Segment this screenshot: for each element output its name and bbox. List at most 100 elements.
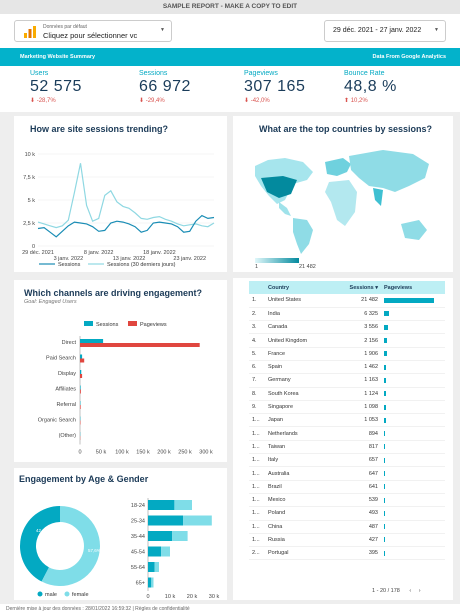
table-row[interactable]: 1... Poland 493 <box>249 506 445 521</box>
kpi-pageviews[interactable]: Pageviews 307 165 ⬇ -42,0% <box>244 70 305 104</box>
row-pageviews <box>381 373 445 388</box>
kpi-label: Users <box>30 70 49 77</box>
bar-sessions[interactable] <box>80 385 81 390</box>
kpi-bounce-rate[interactable]: Bounce Rate 48,8 % ⬆ 10,2% <box>344 70 397 104</box>
table-row[interactable]: 5. France 1 906 <box>249 347 445 361</box>
donut-slice-male[interactable] <box>19 506 60 582</box>
table-row[interactable]: 3. Canada 3 556 <box>249 320 445 335</box>
bar-pageviews[interactable] <box>80 358 85 363</box>
row-country: Japan <box>265 413 335 428</box>
prev-page-icon[interactable]: ‹ <box>409 588 412 594</box>
table-row[interactable]: 1... Australia 647 <box>249 466 445 481</box>
bar-sessions[interactable] <box>80 370 82 374</box>
bar-male[interactable] <box>148 531 173 541</box>
age-label: 25-34 <box>131 519 145 525</box>
row-country: Canada <box>265 320 335 335</box>
kpi-value: 307 165 <box>244 78 306 95</box>
table-row[interactable]: 8. South Korea 1 124 <box>249 387 445 401</box>
table-row[interactable]: 1... Italy 657 <box>249 453 445 468</box>
table-row[interactable]: 1... Mexico 539 <box>249 493 445 508</box>
africa[interactable] <box>325 180 357 226</box>
row-country: South Korea <box>265 387 335 401</box>
asia[interactable] <box>349 150 429 192</box>
table-row[interactable]: 7. Germany 1 163 <box>249 373 445 388</box>
bar-pageviews[interactable] <box>80 374 83 378</box>
column-sessions[interactable]: Sessions ▾ <box>335 281 381 294</box>
y-tick-label: 2,5 k <box>23 221 35 227</box>
next-page-icon[interactable]: › <box>418 588 421 594</box>
europe[interactable] <box>325 158 351 176</box>
channel-label: (Other) <box>59 433 77 439</box>
y-tick-label: 10 k <box>25 152 36 158</box>
table-row[interactable]: 6. Spain 1 462 <box>249 360 445 375</box>
bar-sessions[interactable] <box>80 354 83 359</box>
table-row[interactable]: 1... China 487 <box>249 520 445 534</box>
india[interactable] <box>373 188 383 206</box>
kpi-sessions[interactable]: Sessions 66 972 ⬇ -29,4% <box>139 70 191 104</box>
table-row[interactable]: 1. United States 21 482 <box>249 294 445 308</box>
bar-female[interactable] <box>174 500 192 510</box>
kpi-users[interactable]: Users 52 575 ⬇ -28,7% <box>30 70 82 104</box>
table-row[interactable]: 1... Taiwan 817 <box>249 440 445 455</box>
united-states[interactable] <box>261 176 297 198</box>
age-label: 35-44 <box>131 534 145 540</box>
sessions-30days-line[interactable] <box>37 163 215 229</box>
column-pageviews[interactable]: Pageviews <box>381 281 445 294</box>
bar-female[interactable] <box>172 531 188 541</box>
row-pageviews <box>381 520 445 534</box>
bar-male[interactable] <box>148 546 162 557</box>
bar-female[interactable] <box>183 515 212 526</box>
table-row[interactable]: 2. India 6 325 <box>249 307 445 322</box>
bar-pageviews[interactable] <box>80 343 200 347</box>
column-country[interactable]: Country <box>265 281 335 294</box>
bar-male[interactable] <box>148 562 155 572</box>
legend-sessions-30days: Sessions (30 derniers jours) <box>107 262 176 268</box>
australia[interactable] <box>401 220 427 240</box>
row-pageviews <box>381 307 445 322</box>
date-range-selector[interactable]: 29 déc. 2021 - 27 janv. 2022 ▼ <box>324 20 446 42</box>
channel-label: Affiliates <box>55 387 76 393</box>
row-pageviews <box>381 480 445 494</box>
bar-pageviews[interactable] <box>80 405 81 409</box>
row-sessions: 3 556 <box>335 320 381 335</box>
row-country: Netherlands <box>265 426 335 441</box>
engagement-charts[interactable]: 42,4% 57,6% male female 18-24 25-34 35-44 4… <box>14 468 227 600</box>
color-scale <box>255 258 299 263</box>
row-pageviews <box>381 506 445 521</box>
x-tick-label: 200 k <box>157 450 171 456</box>
bar-female[interactable] <box>151 577 154 588</box>
table-row[interactable]: 1... Japan 1 053 <box>249 413 445 428</box>
row-sessions: 539 <box>335 493 381 508</box>
x-tick-label: 150 k <box>136 450 150 456</box>
bar-pageviews[interactable] <box>80 389 81 394</box>
bar-male[interactable] <box>148 577 152 588</box>
x-tick-label: 18 janv. 2022 <box>143 250 176 256</box>
bar-male[interactable] <box>148 515 184 526</box>
sessions-trend-chart[interactable]: 10 k 7,5 k 5 k 2,5 k 029 déc. 2021 8 janv. 20… <box>14 116 227 272</box>
filter-bar: Données par défaut Cliquez pour sélectio… <box>0 14 460 48</box>
table-row[interactable]: 4. United Kingdom 2 156 <box>249 333 445 348</box>
legend-female: female <box>72 592 89 598</box>
pageviews-bar <box>384 537 385 543</box>
bar-female[interactable] <box>161 546 170 557</box>
table-row[interactable]: 1... Brazil 641 <box>249 480 445 494</box>
north-america[interactable] <box>255 158 313 216</box>
x-tick-label: 20 k <box>187 594 198 600</box>
donut-slice-female[interactable] <box>41 506 100 586</box>
channels-bar-chart[interactable]: Sessions Pageviews Direct Paid Search Disp… <box>14 280 227 462</box>
table-row[interactable]: 1... Netherlands 894 <box>249 426 445 441</box>
row-rank: 1... <box>249 480 265 494</box>
x-tick-label: 0 <box>78 450 81 456</box>
table-row[interactable]: 1... Russia 427 <box>249 533 445 548</box>
table-row[interactable]: 9. Singapore 1 098 <box>249 400 445 415</box>
bar-female[interactable] <box>154 562 159 572</box>
sessions-trend-panel: How are site sessions trending? 10 k 7,5 … <box>14 116 227 272</box>
sessions-line[interactable] <box>37 214 215 238</box>
bar-male[interactable] <box>148 500 175 510</box>
table-row[interactable]: 2... Portugal 395 <box>249 546 445 561</box>
world-map[interactable]: 1 21 482 <box>233 116 453 272</box>
row-country: Italy <box>265 453 335 468</box>
bar-sessions[interactable] <box>80 339 104 343</box>
south-america[interactable] <box>293 218 313 254</box>
data-source-selector[interactable]: Données par défaut Cliquez pour sélectio… <box>14 20 172 42</box>
